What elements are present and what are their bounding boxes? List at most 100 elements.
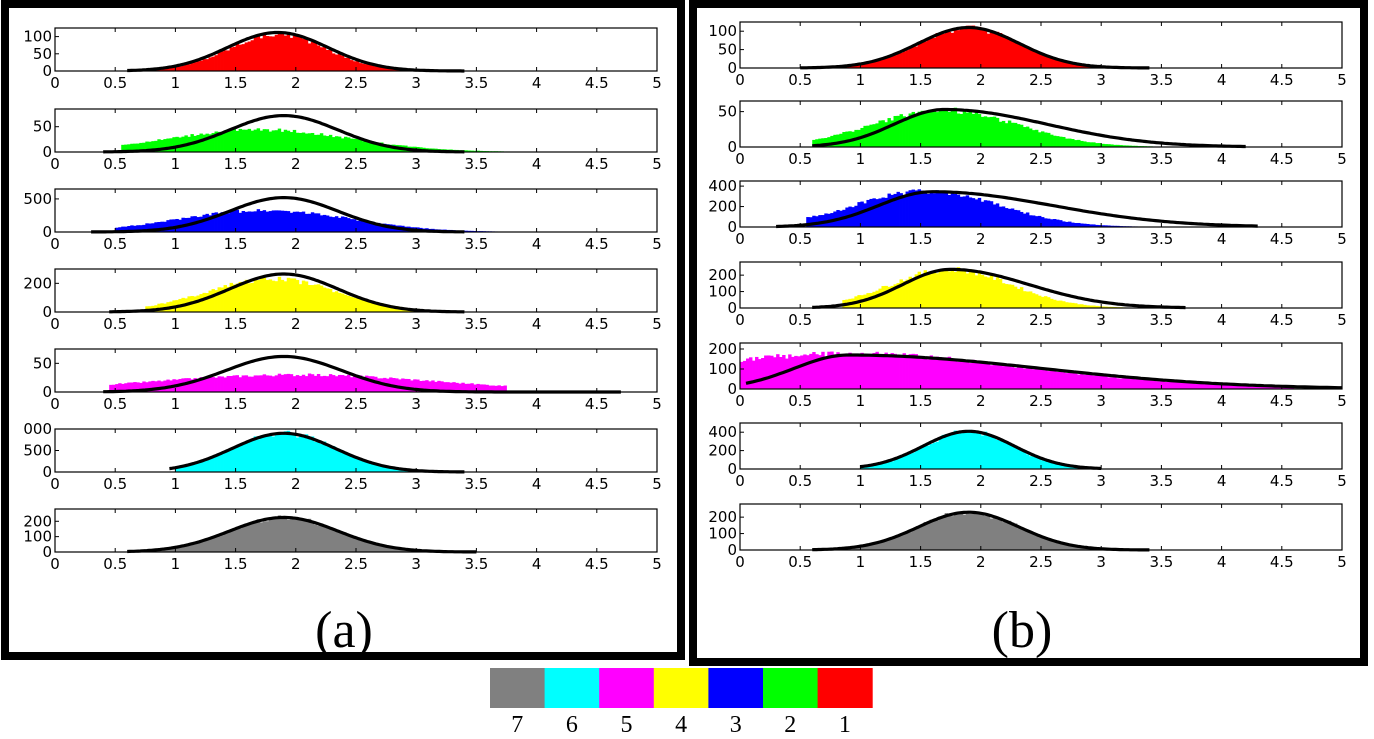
histogram-bar	[157, 139, 161, 152]
histogram-bar	[289, 37, 294, 71]
histogram-bar	[142, 381, 146, 392]
histogram-bar	[878, 464, 882, 469]
histogram-bar	[208, 458, 212, 472]
histogram-bar	[307, 373, 312, 392]
histogram-bar	[374, 376, 378, 392]
histogram-bar	[851, 207, 855, 227]
histogram-bar	[905, 356, 909, 389]
histogram-bar	[340, 216, 345, 232]
histogram-bar	[413, 379, 417, 392]
x-tick-label: 2	[976, 392, 986, 410]
histogram-bar	[280, 131, 285, 152]
histogram-bar	[247, 283, 252, 312]
histogram-bar	[298, 212, 303, 232]
histogram-bar	[848, 352, 852, 389]
histogram-bar	[371, 141, 375, 152]
histogram-bar	[914, 274, 918, 308]
histogram-bar	[1086, 373, 1090, 389]
histogram-bar	[974, 199, 979, 227]
histogram-bar	[1028, 291, 1033, 308]
histogram-bar	[938, 357, 943, 389]
histogram-bar	[998, 206, 1003, 227]
x-tick-label: 4	[1217, 150, 1227, 168]
histogram-bar	[998, 33, 1003, 68]
histogram-bar	[271, 376, 276, 392]
histogram-bar	[1080, 304, 1084, 308]
histogram-bar	[235, 283, 240, 312]
histogram-bar	[893, 459, 897, 469]
histogram-bar	[310, 212, 315, 232]
histogram-bar	[1031, 456, 1036, 469]
histogram-bar	[854, 355, 858, 389]
histogram-bar	[151, 141, 155, 152]
histogram-bar	[118, 383, 122, 392]
histogram-bar	[241, 444, 246, 472]
x-tick-label: 3.5	[1149, 230, 1173, 248]
histogram-bar	[998, 440, 1003, 469]
histogram-bar	[947, 112, 952, 147]
histogram-bar	[268, 131, 273, 152]
histogram-bar	[1053, 219, 1057, 227]
histogram-bar	[340, 293, 345, 312]
histogram-bar	[821, 351, 825, 389]
histogram-bar	[860, 201, 864, 227]
histogram-bar	[740, 361, 744, 389]
histogram-bar	[947, 515, 952, 550]
histogram-bar	[1089, 224, 1093, 227]
x-tick-label: 3.5	[464, 155, 488, 173]
histogram-bar	[380, 223, 384, 232]
histogram-bar	[277, 515, 282, 552]
x-tick-label: 0	[50, 395, 60, 413]
histogram-bar	[232, 129, 236, 152]
histogram-bar	[343, 534, 348, 552]
histogram-bar	[1146, 379, 1150, 389]
x-tick-label: 4.5	[585, 235, 609, 253]
histogram-bar	[377, 465, 381, 472]
histogram-bar	[1016, 124, 1021, 147]
histogram-bar	[380, 465, 384, 472]
histogram-bar	[458, 383, 462, 392]
histogram-bar	[352, 138, 357, 152]
histogram-bar	[127, 382, 131, 392]
histogram-bar	[1095, 143, 1099, 147]
histogram-bar	[283, 518, 288, 552]
histogram-bar	[271, 516, 276, 552]
histogram-bar	[818, 355, 822, 389]
histogram-bar	[380, 544, 384, 552]
histogram-bar	[971, 271, 976, 308]
histogram-bar	[938, 192, 943, 227]
histogram-bar	[319, 523, 324, 552]
histogram-bar	[947, 271, 952, 308]
subplot-class-3: 0 0.5 1 1.5 2 2.5 3 3.5 4 4.5 5 0 500	[23, 188, 662, 253]
histogram-bar	[383, 546, 387, 552]
histogram-bar	[301, 38, 306, 71]
histogram-bar	[1056, 371, 1060, 389]
histogram-bar	[1275, 386, 1280, 389]
histogram-bar	[377, 66, 381, 71]
histogram-bar	[1044, 370, 1048, 389]
histogram-bar	[776, 354, 780, 389]
histogram-bar	[232, 210, 236, 232]
histogram-bar	[226, 213, 230, 232]
histogram-bar	[322, 46, 327, 71]
x-tick-label: 4.5	[585, 475, 609, 493]
histogram-bar	[199, 294, 203, 312]
histogram-bar	[1010, 446, 1015, 469]
histogram-bar	[962, 360, 967, 389]
histogram-bar	[395, 468, 399, 472]
histogram-bar	[995, 117, 1000, 147]
x-tick-label: 0.5	[103, 395, 127, 413]
histogram-bar	[1086, 142, 1090, 147]
histogram-bar	[911, 278, 915, 308]
histogram-bar	[202, 214, 206, 232]
histogram-bar	[1263, 386, 1268, 389]
histogram-bar	[1107, 377, 1111, 389]
histogram-bar	[899, 279, 903, 308]
histogram-bar	[956, 113, 961, 147]
histogram-bar	[1031, 293, 1036, 308]
histogram-bar	[971, 198, 976, 227]
histogram-bar	[1034, 457, 1039, 469]
